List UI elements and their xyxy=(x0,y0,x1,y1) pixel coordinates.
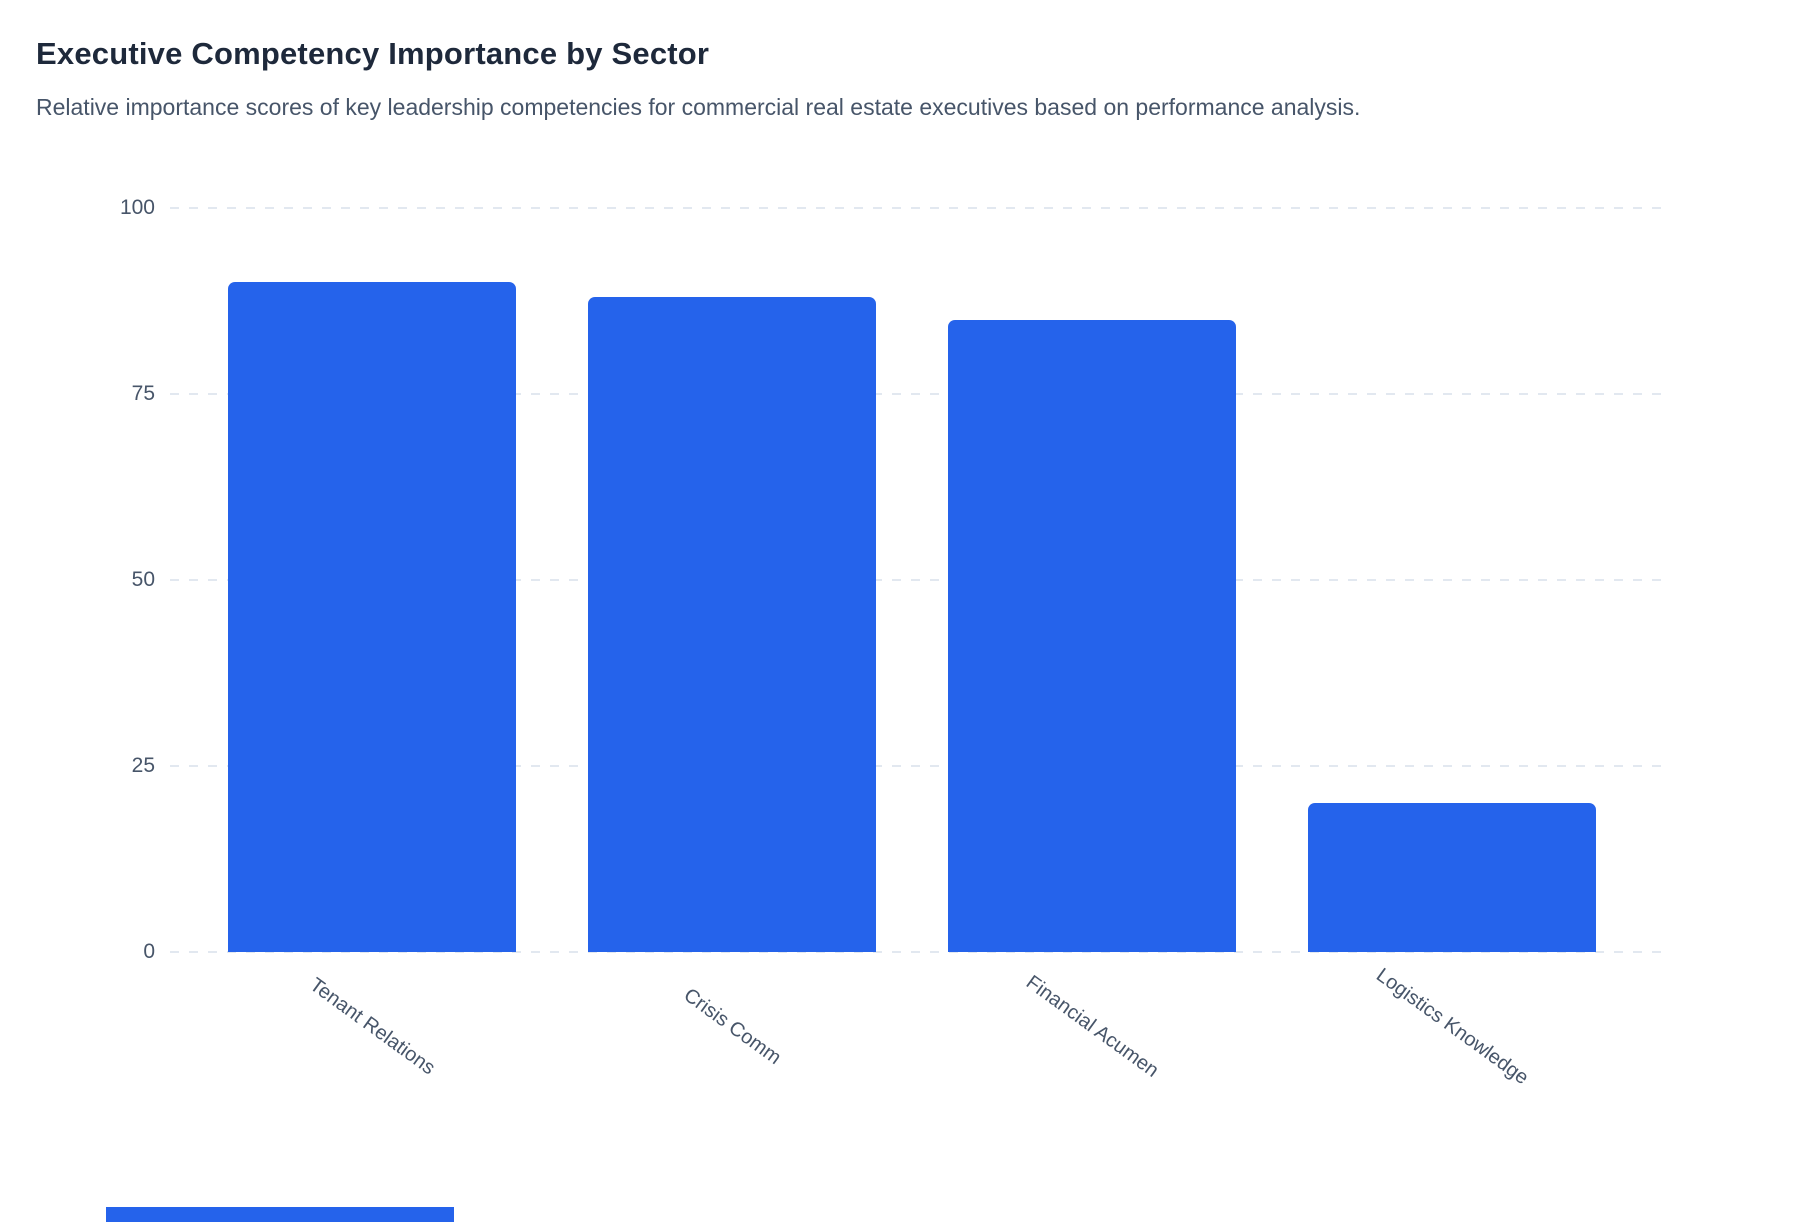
bar-crisis-comm[interactable] xyxy=(588,297,876,952)
footer-accent-bar xyxy=(106,1207,454,1222)
x-tick-label-tenant-relations: Tenant Relations xyxy=(305,973,440,1080)
gridline-0 xyxy=(170,951,1661,953)
y-tick-label-25: 25 xyxy=(131,754,155,777)
bar-tenant-relations[interactable] xyxy=(228,282,516,952)
chart-subtitle: Relative importance scores of key leader… xyxy=(36,94,1361,120)
gridline-50 xyxy=(170,579,1661,581)
y-tick-label-75: 75 xyxy=(131,382,155,405)
chart-title: Executive Competency Importance by Secto… xyxy=(36,36,710,71)
y-tick-label-50: 50 xyxy=(131,568,155,591)
x-tick-label-crisis-comm: Crisis Comm xyxy=(679,984,786,1070)
bar-financial-acumen[interactable] xyxy=(948,319,1236,952)
x-tick-label-financial-acumen: Financial Acumen xyxy=(1021,971,1163,1082)
gridline-100 xyxy=(170,207,1661,209)
x-tick-label-logistics-knowledge: Logistics Knowledge xyxy=(1372,964,1533,1090)
gridline-75 xyxy=(170,393,1661,395)
bar-logistics-knowledge[interactable] xyxy=(1308,803,1596,952)
y-tick-label-0: 0 xyxy=(143,940,155,963)
y-tick-label-100: 100 xyxy=(119,196,155,219)
gridline-25 xyxy=(170,765,1661,767)
